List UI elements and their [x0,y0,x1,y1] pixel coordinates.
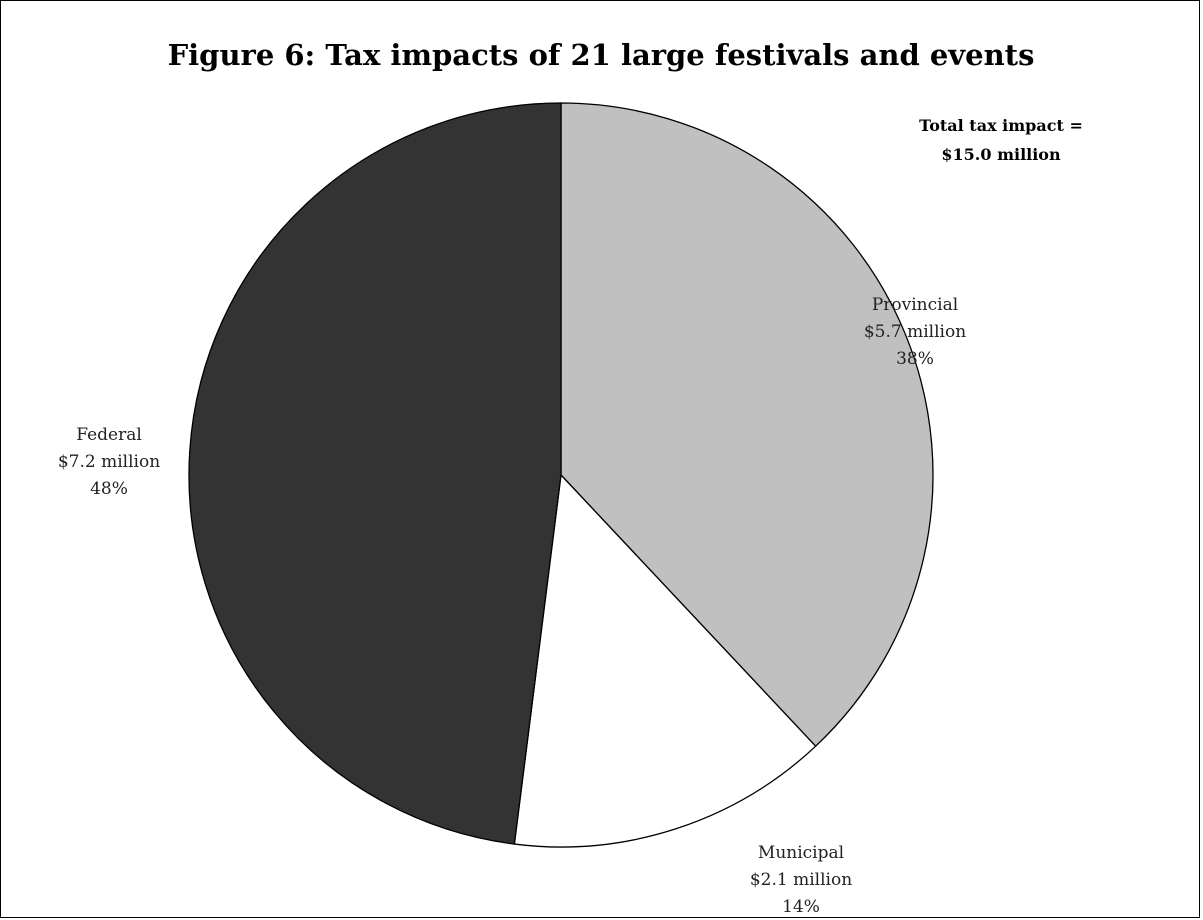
slice-amount-label: $2.1 million [750,870,852,890]
slice-label-municipal: Municipal $2.1 million 14% [750,843,852,917]
slice-amount-label: $7.2 million [58,452,160,472]
pie-slice-municipal [513,473,817,848]
slice-name-label: Municipal [758,843,844,863]
slice-percent-label: 38% [896,349,934,369]
total-tax-annotation: Total tax impact = $15.0 million [856,111,1146,169]
slice-name-label: Provincial [872,295,958,315]
pie-slice-provincial [560,102,934,748]
slice-amount-label: $5.7 million [864,322,966,342]
slice-name-label: Federal [76,425,142,445]
slice-percent-label: 14% [782,897,820,917]
slice-label-federal: Federal $7.2 million 48% [58,425,160,499]
chart-title: Figure 6: Tax impacts of 21 large festiv… [167,38,1035,72]
total-tax-line-1: Total tax impact = [919,116,1083,135]
total-tax-line-2: $15.0 million [941,145,1061,164]
slice-percent-label: 48% [90,479,128,499]
pie-slice-federal [188,102,562,845]
slice-label-provincial: Provincial $5.7 million 38% [864,295,966,369]
